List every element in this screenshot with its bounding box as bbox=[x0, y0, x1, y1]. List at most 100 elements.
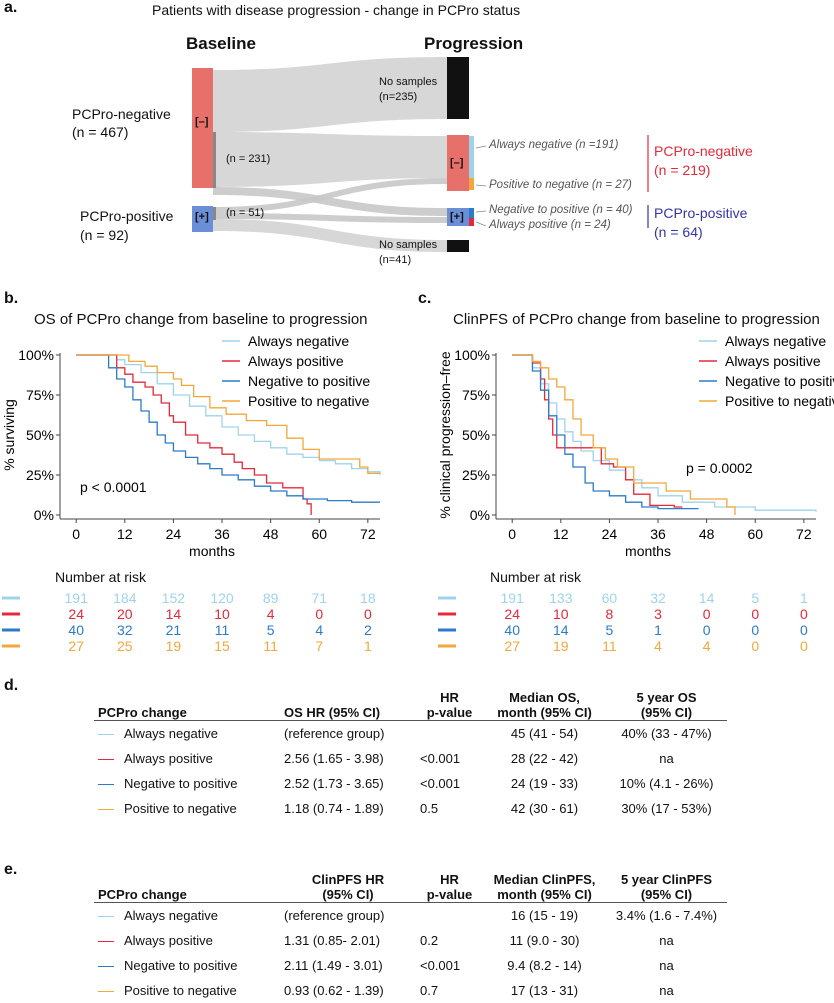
left-pos-n: (n = 92) bbox=[80, 227, 129, 243]
os-swatch-positive-to-negative bbox=[98, 808, 114, 810]
always-negative-label: Always negative (n =191) bbox=[489, 139, 619, 151]
os-risk-value: 11 bbox=[215, 622, 230, 638]
os-header-5yr: 5 year OS (95% CI) bbox=[636, 689, 697, 720]
os-swatch-always-negative bbox=[98, 733, 114, 735]
pfs-risk-value: 3 bbox=[654, 606, 662, 622]
progression-neg-node bbox=[447, 135, 469, 191]
pfs-row-negative-to-positive: Negative to positive 2.11 (1.49 - 3.01) <0… bbox=[94, 953, 727, 978]
panel-d-letter: d. bbox=[4, 677, 19, 694]
os-risk-value: 4 bbox=[315, 622, 323, 638]
pfs-risk-value: 0 bbox=[703, 622, 711, 638]
os-row-always-positive: Always positive 2.56 (1.65 - 3.98) <0.001 2… bbox=[94, 746, 727, 771]
os-swatch-negative-to-positive bbox=[98, 783, 114, 785]
pfs-cell-median: 11 (9.0 - 30) bbox=[509, 932, 580, 948]
n231-label: (n = 231) bbox=[226, 153, 271, 165]
os-header-p: HR p-value bbox=[426, 689, 473, 720]
os-risk-value: 1 bbox=[364, 638, 372, 654]
os-cell-change: Positive to negative bbox=[94, 796, 280, 821]
os-risk-value: 40 bbox=[68, 622, 84, 638]
os-legend-positive-to-negative: Positive to negative bbox=[248, 393, 370, 409]
panel-a-letter: a. bbox=[4, 0, 18, 16]
risk-title-os: Number at risk bbox=[55, 569, 147, 585]
risk-title-clinpfs: Number at risk bbox=[490, 569, 582, 585]
pfs-cell-pvalue bbox=[416, 902, 483, 928]
os-label: Negative to positive bbox=[124, 775, 238, 791]
os-cell-five-year: 30% (17 - 53%) bbox=[621, 800, 712, 816]
no-samples-bottom-label: No samples bbox=[379, 239, 438, 251]
pfs-risk-value: 0 bbox=[703, 606, 711, 622]
pfs-risk-value: 0 bbox=[800, 606, 808, 622]
progression-no-samples-top bbox=[447, 57, 469, 119]
baseline-neg-node-label: [–] bbox=[195, 116, 209, 128]
pfs-risk-value: 24 bbox=[504, 606, 520, 622]
os-ytick-label: 75% bbox=[26, 387, 54, 403]
os-ylabel: % surviving bbox=[1, 399, 17, 471]
pfs-cell-pvalue: <0.001 bbox=[420, 957, 461, 973]
pfs-risk-value: 191 bbox=[501, 590, 525, 606]
pfs-cell-change: Always negative bbox=[94, 902, 280, 928]
os-risk-value: 4 bbox=[267, 606, 275, 622]
os-risk-value: 5 bbox=[267, 622, 275, 638]
os-label: Always positive bbox=[124, 750, 213, 766]
pfs-row-always-negative: Always negative (reference group) 16 (15 -… bbox=[94, 902, 727, 928]
os-cell-five-year: 10% (4.1 - 26%) bbox=[619, 775, 714, 791]
os-risk-value: 120 bbox=[210, 590, 234, 606]
os-risk-value: 7 bbox=[315, 638, 323, 654]
os-table: PCPro change OS HR (95% CI) HR p-value M… bbox=[94, 680, 727, 821]
left-neg-label: PCPro-negative bbox=[72, 106, 171, 122]
baseline-pos-node-label: [+] bbox=[195, 211, 209, 223]
pfs-cell-hr: (reference group) bbox=[284, 907, 385, 923]
flow-pos-always-pos bbox=[213, 213, 447, 223]
pfs-cell-change: Positive to negative bbox=[94, 978, 280, 1003]
os-risk-value: 0 bbox=[364, 606, 372, 622]
pfs-risk-value: 1 bbox=[800, 590, 808, 606]
os-ytick-label: 100% bbox=[18, 347, 54, 363]
km-plot-os: 0% 25% 50% 75% 100% 0 12 24 36 48 60 72 months % surv… bbox=[1, 333, 381, 559]
pfs-header-p: HR p-value bbox=[426, 871, 473, 902]
pfs-swatch-always-negative bbox=[98, 915, 114, 917]
pfs-swatch-positive-to-negative bbox=[98, 990, 114, 992]
os-risk-value: 2 bbox=[364, 622, 372, 638]
pfs-risk-value: 4 bbox=[703, 638, 711, 654]
pfs-risk-value: 0 bbox=[751, 638, 759, 654]
os-row-negative-to-positive: Negative to positive 2.52 (1.73 - 3.65) <0… bbox=[94, 771, 727, 796]
progression-no-samples-bottom bbox=[447, 240, 469, 252]
os-cell-hr: (reference group) bbox=[284, 725, 385, 741]
os-risk-value: 15 bbox=[214, 638, 230, 654]
left-pos-label: PCPro-positive bbox=[80, 208, 174, 224]
os-risk-value: 152 bbox=[162, 590, 186, 606]
os-risk-value: 20 bbox=[117, 606, 133, 622]
os-cell-median: 45 (41 - 54) bbox=[510, 725, 579, 741]
pfs-risk-value: 10 bbox=[553, 606, 569, 622]
pfs-risk-value: 0 bbox=[751, 606, 759, 622]
flow-neg-neg-to-pos bbox=[213, 187, 447, 216]
pfs-swatch-negative-to-positive bbox=[98, 965, 114, 967]
flow-neg-no-samples bbox=[213, 57, 447, 132]
progression-header: Progression bbox=[424, 34, 524, 53]
pfs-label: Positive to negative bbox=[124, 982, 237, 998]
os-cell-change: Always positive bbox=[94, 746, 280, 771]
pfs-label: Always negative bbox=[124, 907, 218, 923]
os-cell-pvalue bbox=[416, 720, 483, 746]
pfs-label: Negative to positive bbox=[124, 957, 238, 973]
pfs-risk-value: 133 bbox=[549, 590, 573, 606]
pfs-risk-value: 14 bbox=[699, 590, 715, 606]
flow-pos-pos-to-neg bbox=[213, 178, 447, 213]
os-label: Positive to negative bbox=[124, 800, 237, 816]
os-pvalue: p < 0.0001 bbox=[80, 479, 147, 495]
pfs-cell-change: Always positive bbox=[94, 928, 280, 953]
pfs-risk-value: 5 bbox=[751, 590, 759, 606]
os-swatch-always-positive bbox=[98, 758, 114, 760]
pfs-cell-pvalue: 0.2 bbox=[420, 932, 439, 948]
os-curve-positive-to-negative bbox=[76, 354, 380, 475]
os-cell-hr: 2.52 (1.73 - 3.65) bbox=[284, 775, 384, 791]
no-samples-top-label: No samples bbox=[379, 76, 438, 88]
pfs-cell-five-year: na bbox=[659, 932, 674, 948]
negative-to-positive-label: Negative to positive (n = 40) bbox=[489, 204, 633, 216]
right-pos-n: (n = 64) bbox=[654, 224, 703, 240]
sankey-diagram bbox=[192, 57, 649, 252]
os-risk-value: 32 bbox=[117, 622, 133, 638]
os-cell-median: 28 (22 - 42) bbox=[510, 750, 579, 766]
baseline-header: Baseline bbox=[186, 34, 256, 53]
os-risk-value: 89 bbox=[263, 590, 279, 606]
